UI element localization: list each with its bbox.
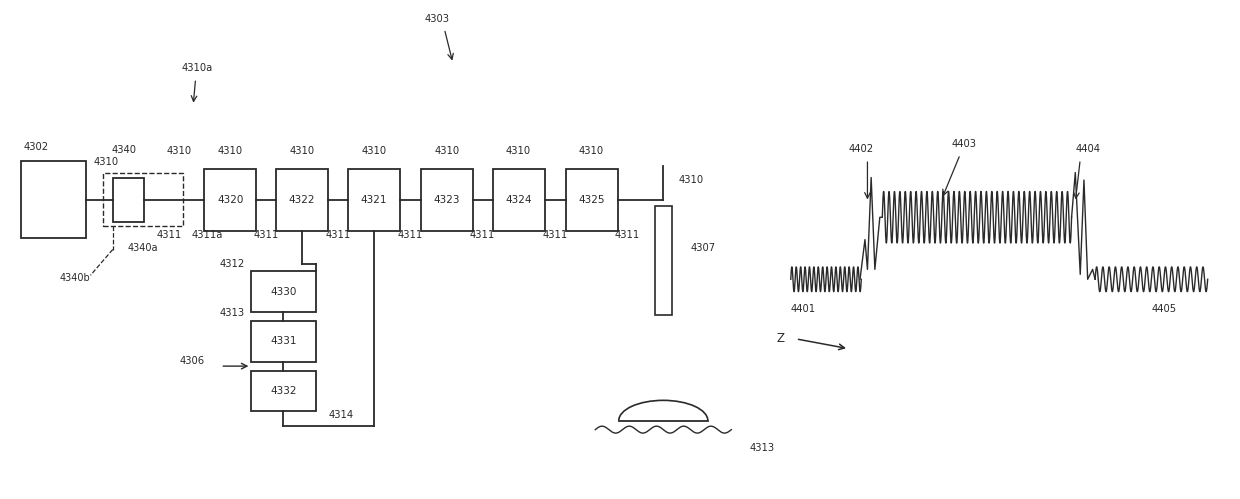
Text: 4313: 4313 (750, 443, 775, 453)
Text: 4401: 4401 (791, 304, 816, 314)
Text: 4310: 4310 (678, 175, 703, 185)
Text: 4321: 4321 (361, 195, 387, 205)
Text: 4310: 4310 (218, 147, 243, 157)
Text: 4312: 4312 (219, 259, 246, 269)
Text: 4323: 4323 (434, 195, 460, 205)
Text: 4310: 4310 (289, 147, 315, 157)
Text: 4310: 4310 (579, 147, 604, 157)
Text: 4320: 4320 (217, 195, 243, 205)
Text: 4311a: 4311a (191, 230, 223, 240)
Text: 4311: 4311 (615, 230, 640, 240)
Text: Z: Z (776, 332, 785, 345)
Text: 4311: 4311 (470, 230, 495, 240)
Bar (420, 169, 472, 231)
Bar (252, 321, 316, 362)
Bar (347, 169, 399, 231)
Text: 4310: 4310 (506, 147, 531, 157)
Text: 4322: 4322 (289, 195, 315, 205)
Text: 4311: 4311 (398, 230, 423, 240)
Text: 4314: 4314 (329, 410, 353, 420)
Text: 4325: 4325 (578, 195, 605, 205)
Text: 4310: 4310 (167, 147, 192, 157)
Bar (21, 161, 86, 239)
Bar (103, 173, 184, 226)
Text: 4331: 4331 (270, 336, 296, 346)
Text: 4311: 4311 (253, 230, 279, 240)
Text: 4313: 4313 (219, 308, 246, 318)
Text: 4330: 4330 (270, 287, 296, 297)
Bar (277, 169, 329, 231)
Bar (492, 169, 544, 231)
Bar (565, 169, 618, 231)
Bar (113, 178, 144, 222)
Text: 4310: 4310 (94, 157, 119, 167)
Text: 4311: 4311 (542, 230, 568, 240)
Text: 4310: 4310 (361, 147, 387, 157)
Bar (252, 371, 316, 411)
Text: 4306: 4306 (179, 356, 205, 366)
Text: 4303: 4303 (424, 13, 449, 24)
Text: 4310a: 4310a (181, 63, 212, 73)
Text: 4402: 4402 (848, 144, 874, 154)
Text: 4404: 4404 (1075, 144, 1100, 154)
Text: 4340a: 4340a (128, 243, 159, 253)
Text: 4324: 4324 (505, 195, 532, 205)
Text: 4311: 4311 (325, 230, 351, 240)
Text: 4302: 4302 (24, 143, 48, 153)
Text: 4310: 4310 (434, 147, 459, 157)
Text: 4405: 4405 (1152, 304, 1177, 314)
Text: 4340b: 4340b (60, 273, 91, 283)
Text: 4307: 4307 (691, 243, 715, 253)
Bar (655, 206, 672, 315)
Text: 4332: 4332 (270, 386, 296, 396)
Text: 4340: 4340 (112, 145, 136, 155)
Bar (252, 271, 316, 312)
Bar (205, 169, 257, 231)
Text: 4403: 4403 (951, 139, 976, 149)
Text: 4311: 4311 (156, 230, 182, 240)
